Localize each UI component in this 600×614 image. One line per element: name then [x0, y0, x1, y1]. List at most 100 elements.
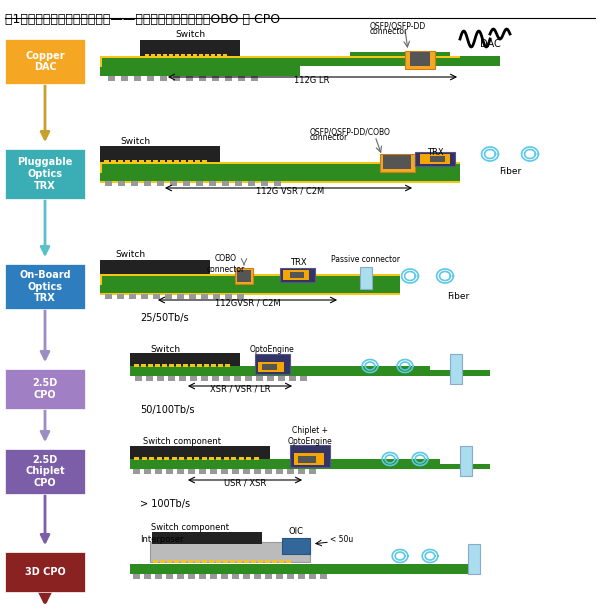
- Bar: [129, 294, 136, 299]
- Bar: [187, 457, 191, 460]
- Bar: [5, 39, 85, 84]
- Bar: [174, 560, 179, 563]
- Bar: [276, 574, 283, 579]
- Bar: [166, 574, 173, 579]
- Bar: [173, 76, 180, 81]
- Bar: [135, 376, 142, 381]
- Bar: [209, 457, 214, 460]
- Bar: [133, 469, 140, 474]
- Bar: [167, 160, 172, 163]
- Bar: [224, 457, 229, 460]
- Text: On-Board
Optics
TRX: On-Board Optics TRX: [19, 270, 71, 303]
- Bar: [274, 181, 281, 186]
- Bar: [237, 294, 244, 299]
- Text: Switch: Switch: [175, 29, 205, 39]
- Text: Interposer: Interposer: [140, 535, 184, 543]
- Text: OSFP/QSFP-DD: OSFP/QSFP-DD: [370, 21, 426, 31]
- Bar: [118, 181, 125, 186]
- Bar: [170, 181, 177, 186]
- Text: connector: connector: [310, 133, 348, 141]
- Bar: [309, 574, 316, 579]
- Bar: [298, 574, 305, 579]
- Text: Fiber: Fiber: [447, 292, 469, 300]
- Bar: [130, 564, 470, 574]
- Bar: [130, 459, 440, 469]
- Bar: [160, 160, 165, 163]
- Bar: [148, 364, 153, 367]
- Bar: [141, 364, 146, 367]
- Bar: [223, 376, 230, 381]
- Bar: [298, 456, 316, 463]
- Bar: [100, 181, 460, 183]
- Bar: [223, 560, 228, 563]
- Bar: [272, 560, 277, 563]
- Bar: [117, 294, 124, 299]
- Bar: [232, 469, 239, 474]
- Bar: [100, 56, 460, 66]
- Bar: [130, 446, 270, 459]
- Text: Switch: Switch: [120, 136, 150, 146]
- Bar: [197, 364, 202, 367]
- Text: TRX: TRX: [427, 147, 443, 157]
- Bar: [440, 56, 500, 66]
- Bar: [100, 161, 102, 173]
- Bar: [181, 160, 186, 163]
- Bar: [5, 369, 85, 409]
- Bar: [139, 160, 144, 163]
- Text: connector: connector: [370, 26, 408, 36]
- Bar: [282, 538, 310, 554]
- Bar: [175, 54, 179, 57]
- Bar: [199, 54, 203, 57]
- Bar: [199, 76, 206, 81]
- Bar: [210, 469, 217, 474]
- Bar: [145, 54, 149, 57]
- Bar: [5, 449, 85, 494]
- Bar: [190, 364, 195, 367]
- Bar: [279, 560, 284, 563]
- Bar: [309, 469, 316, 474]
- Bar: [100, 162, 460, 164]
- Bar: [150, 542, 310, 562]
- Bar: [194, 457, 199, 460]
- Bar: [278, 376, 285, 381]
- Bar: [258, 362, 284, 372]
- Bar: [247, 457, 251, 460]
- Bar: [134, 364, 139, 367]
- Bar: [294, 453, 324, 465]
- Bar: [108, 76, 115, 81]
- Bar: [168, 376, 175, 381]
- Bar: [195, 560, 200, 563]
- Bar: [189, 294, 196, 299]
- Bar: [131, 181, 138, 186]
- Bar: [166, 469, 173, 474]
- Bar: [157, 54, 161, 57]
- Bar: [155, 364, 160, 367]
- Bar: [169, 54, 173, 57]
- Text: Passive connector: Passive connector: [331, 254, 401, 263]
- Bar: [149, 457, 154, 460]
- Bar: [151, 54, 155, 57]
- Bar: [176, 364, 181, 367]
- Bar: [212, 76, 219, 81]
- Bar: [216, 560, 221, 563]
- Bar: [130, 353, 240, 366]
- Bar: [251, 560, 256, 563]
- Bar: [202, 160, 207, 163]
- Bar: [276, 469, 283, 474]
- Bar: [172, 457, 176, 460]
- Bar: [280, 268, 315, 282]
- Bar: [265, 574, 272, 579]
- Bar: [100, 66, 300, 76]
- Bar: [134, 457, 139, 460]
- Bar: [244, 560, 249, 563]
- Bar: [187, 54, 191, 57]
- Bar: [243, 469, 250, 474]
- Bar: [186, 76, 193, 81]
- Bar: [460, 446, 472, 476]
- Bar: [209, 560, 214, 563]
- Bar: [105, 181, 112, 186]
- Bar: [254, 457, 259, 460]
- Bar: [205, 54, 209, 57]
- Bar: [183, 364, 188, 367]
- Bar: [177, 574, 184, 579]
